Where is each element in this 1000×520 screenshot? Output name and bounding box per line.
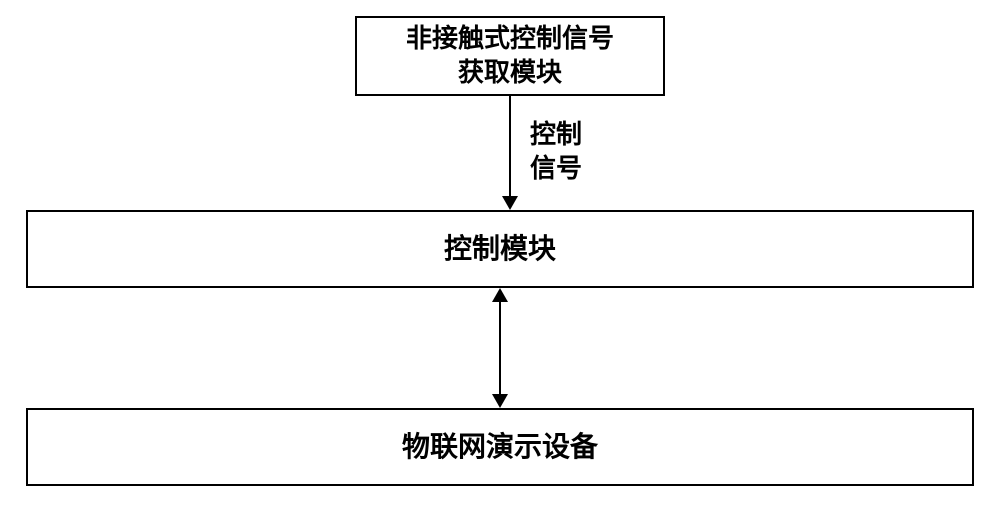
arrow-mid-to-bot-bidir: [0, 0, 1000, 520]
